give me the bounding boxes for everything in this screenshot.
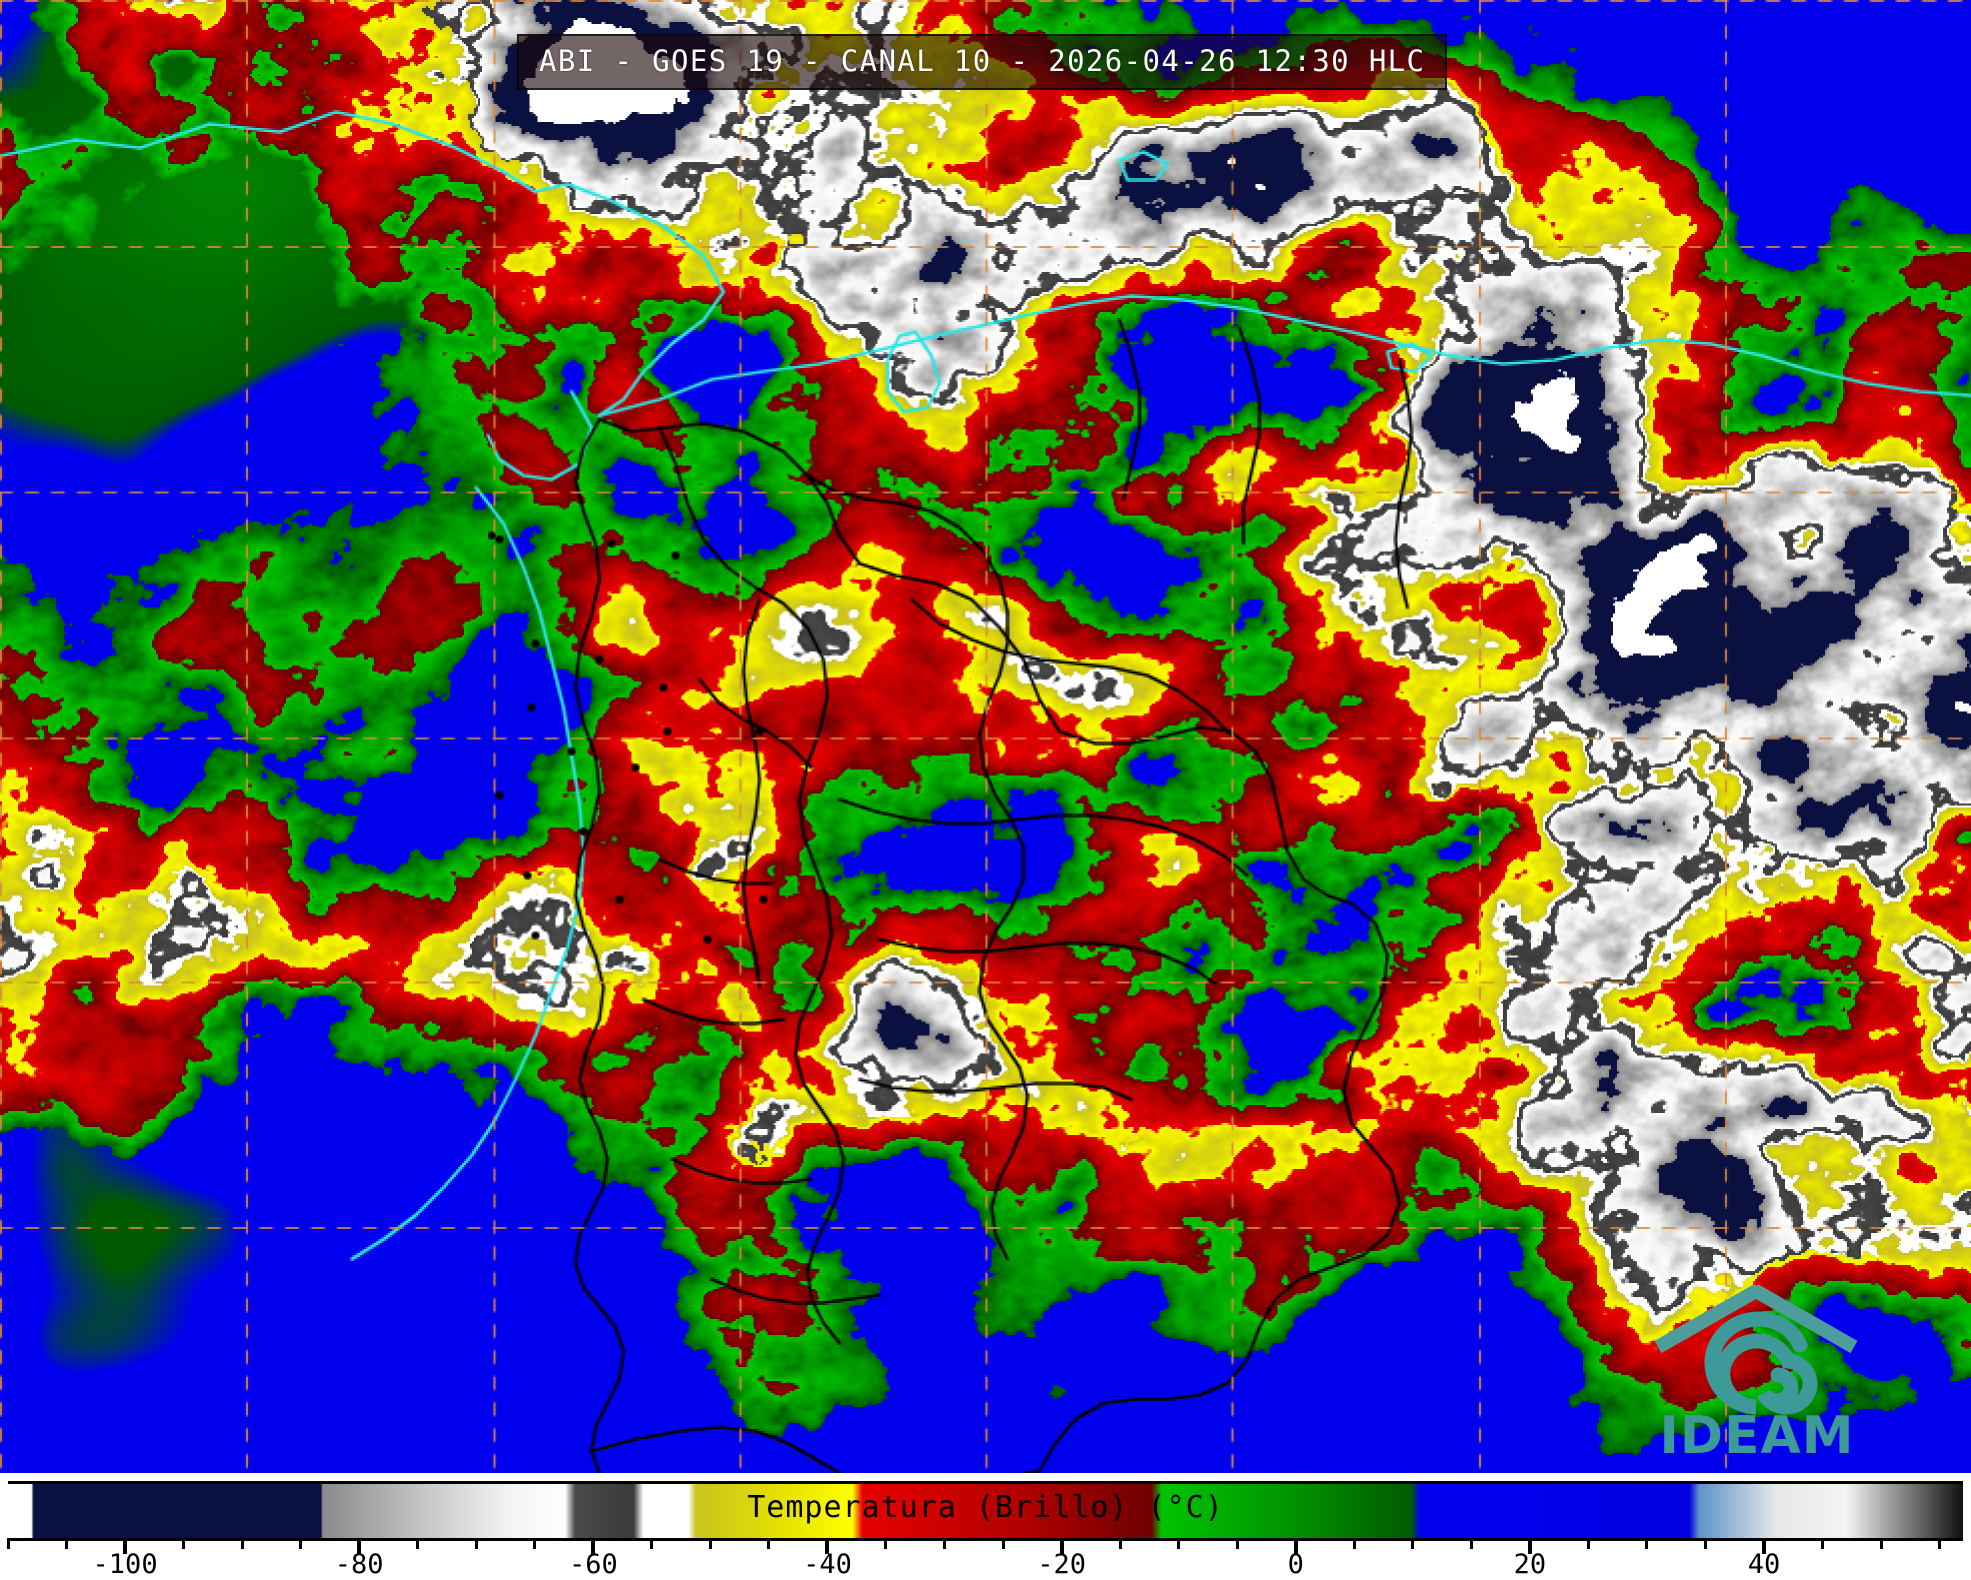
colorbar-gradient bbox=[8, 1481, 1963, 1541]
colorbar-tick-label: -80 bbox=[334, 1549, 384, 1580]
colorbar-panel: Temperatura (Brillo) (°C) -100 -80 -60 -40-… bbox=[0, 1473, 1971, 1580]
colorbar-major-tick bbox=[1527, 1538, 1532, 1554]
colorbar-minor-tick bbox=[1879, 1538, 1883, 1549]
colorbar-major-tick bbox=[123, 1538, 128, 1554]
colorbar-minor-tick bbox=[884, 1538, 888, 1549]
colorbar-major-tick bbox=[357, 1538, 362, 1554]
colorbar-minor-tick bbox=[767, 1538, 771, 1549]
colorbar-minor-tick bbox=[1177, 1538, 1181, 1549]
colorbar-minor-tick bbox=[1938, 1538, 1942, 1549]
colorbar-minor-tick bbox=[1703, 1538, 1707, 1549]
colorbar-minor-tick bbox=[65, 1538, 69, 1549]
colorbar-minor-tick bbox=[533, 1538, 537, 1549]
colorbar-minor-tick bbox=[1469, 1538, 1473, 1549]
colorbar-major-tick bbox=[825, 1538, 830, 1554]
colorbar-major-tick bbox=[1761, 1538, 1766, 1554]
colorbar-major-tick bbox=[1059, 1538, 1064, 1554]
colorbar-major-tick bbox=[1293, 1538, 1298, 1554]
image-title-text: ABI - GOES 19 - CANAL 10 - 2026-04-26 12… bbox=[539, 43, 1426, 78]
colorbar-minor-tick bbox=[1352, 1538, 1356, 1549]
colorbar-tick-label: 40 bbox=[1747, 1549, 1781, 1580]
colorbar-minor-tick bbox=[1411, 1538, 1415, 1549]
spiral-icon bbox=[1704, 1311, 1818, 1415]
ideam-logo: IDEAM bbox=[1650, 1285, 1865, 1465]
colorbar-minor-tick bbox=[1118, 1538, 1122, 1549]
colorbar-tick-label: -40 bbox=[803, 1549, 852, 1580]
colorbar-major-tick bbox=[591, 1538, 596, 1554]
colorbar-minor-tick bbox=[708, 1538, 712, 1549]
colorbar-tick-label: 20 bbox=[1513, 1549, 1547, 1580]
roof-chevron-icon bbox=[1654, 1285, 1858, 1354]
colorbar-minor-tick bbox=[6, 1538, 10, 1549]
colorbar-minor-tick bbox=[1235, 1538, 1239, 1549]
image-title-overlay: ABI - GOES 19 - CANAL 10 - 2026-04-26 12… bbox=[517, 34, 1448, 90]
colorbar-minor-tick bbox=[1645, 1538, 1649, 1549]
colorbar-minor-tick bbox=[1001, 1538, 1005, 1549]
colorbar-tick-label: 0 bbox=[1287, 1549, 1304, 1580]
colorbar-minor-tick bbox=[943, 1538, 947, 1549]
ideam-logo-text: IDEAM bbox=[1659, 1406, 1854, 1465]
satellite-image bbox=[0, 0, 1971, 1473]
colorbar-minor-tick bbox=[299, 1538, 303, 1549]
colorbar-minor-tick bbox=[240, 1538, 244, 1549]
colorbar-tick-labels: -100 -80 -60 -40 -20 0 20 40 bbox=[8, 1549, 1963, 1580]
colorbar-tick-label: -20 bbox=[1037, 1549, 1086, 1580]
colorbar-ticks bbox=[6, 1538, 1963, 1554]
colorbar-tick-label: -60 bbox=[568, 1549, 618, 1580]
colorbar-minor-tick bbox=[416, 1538, 420, 1549]
colorbar-minor-tick bbox=[474, 1538, 478, 1549]
colorbar-minor-tick bbox=[182, 1538, 186, 1549]
satellite-raster bbox=[0, 0, 1971, 1473]
colorbar-minor-tick bbox=[650, 1538, 654, 1549]
colorbar-tick-label: -100 bbox=[92, 1549, 158, 1580]
colorbar-minor-tick bbox=[1821, 1538, 1825, 1549]
colorbar-minor-tick bbox=[1586, 1538, 1590, 1549]
ideam-logo-graphic: IDEAM bbox=[1654, 1285, 1858, 1465]
